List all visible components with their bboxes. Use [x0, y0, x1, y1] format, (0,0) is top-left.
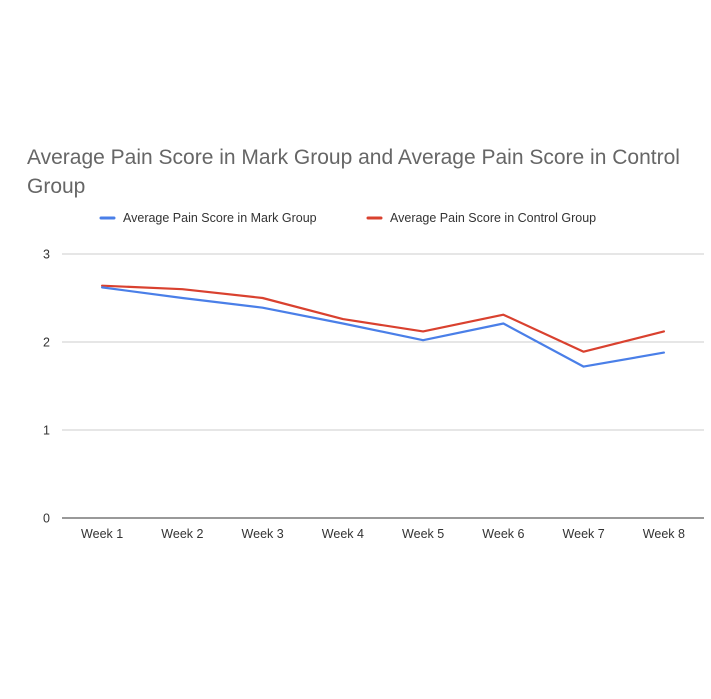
x-tick-label: Week 7: [563, 527, 605, 541]
series-line: [100, 286, 666, 368]
series-lines: [100, 284, 666, 368]
y-tick-label: 0: [43, 512, 50, 526]
x-tick-label: Week 4: [322, 527, 364, 541]
x-tick-label: Week 1: [81, 527, 123, 541]
x-tick-label: Week 6: [482, 527, 524, 541]
legend-label: Average Pain Score in Mark Group: [123, 211, 317, 225]
y-tick-label: 1: [43, 424, 50, 438]
x-tick-label: Week 3: [242, 527, 284, 541]
x-tick-label: Week 8: [643, 527, 685, 541]
legend: Average Pain Score in Mark Group Average …: [99, 211, 596, 225]
gridlines: [62, 253, 704, 519]
x-tick-label: Week 2: [161, 527, 203, 541]
x-tick-label: Week 5: [402, 527, 444, 541]
y-tick-label: 2: [43, 336, 50, 350]
x-axis-ticks: Week 1 Week 2 Week 3 Week 4 Week 5 Week 6 Week…: [81, 527, 685, 541]
y-tick-label: 3: [43, 248, 50, 262]
y-axis-ticks: 0 1 2 3: [43, 248, 50, 526]
series-line: [100, 284, 666, 353]
legend-label: Average Pain Score in Control Group: [390, 211, 596, 225]
chart-title: Average Pain Score in Mark Group and Ave…: [27, 146, 680, 198]
